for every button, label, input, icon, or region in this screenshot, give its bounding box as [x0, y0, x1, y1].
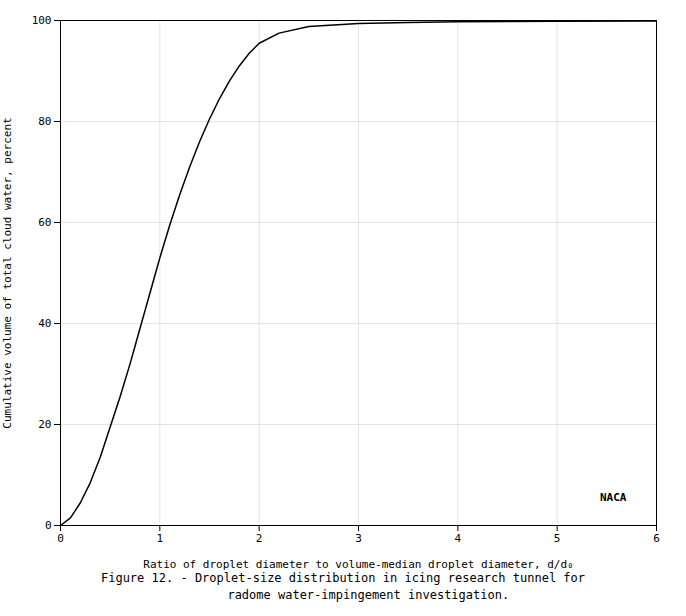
svg-text:2: 2 [256, 532, 263, 545]
svg-text:100: 100 [32, 14, 52, 27]
svg-text:NACA: NACA [600, 491, 627, 504]
svg-text:4: 4 [455, 532, 462, 545]
svg-text:40: 40 [38, 317, 51, 330]
svg-text:3: 3 [355, 532, 362, 545]
svg-text:Ratio of droplet diameter to v: Ratio of droplet diameter to volume-medi… [143, 558, 573, 571]
svg-text:60: 60 [38, 216, 51, 229]
svg-text:0: 0 [45, 519, 52, 532]
svg-text:80: 80 [38, 115, 51, 128]
svg-text:6: 6 [653, 532, 660, 545]
svg-text:Cumulative volume of total clo: Cumulative volume of total cloud water, … [1, 117, 14, 428]
svg-text:20: 20 [38, 418, 51, 431]
html-text:radome water-impingement inves: radome water-impingement investigation. [176, 588, 510, 602]
svg-text:5: 5 [554, 532, 561, 545]
svg-text:1: 1 [157, 532, 164, 545]
html-text:Figure 12. - Droplet-size dist: Figure 12. - Droplet-size distribution i… [101, 571, 585, 585]
svg-text:0: 0 [57, 532, 64, 545]
